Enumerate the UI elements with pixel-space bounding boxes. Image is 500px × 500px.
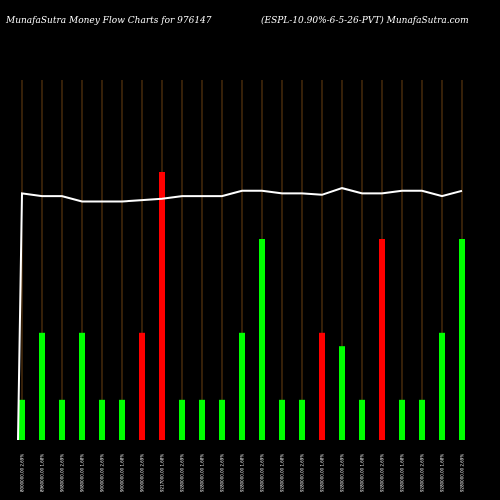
x-tick-labels: 8000000.00 2.69% 8960000.00 1.68% 9080000.…	[20, 454, 465, 492]
bar-8	[159, 172, 165, 440]
bar-1	[19, 399, 25, 440]
x-tick-label: 9000000.00 2.69%	[140, 454, 145, 492]
price-line-path	[17, 187, 463, 441]
bar-16	[319, 332, 325, 440]
bar-10	[199, 399, 205, 440]
bar-4	[79, 332, 85, 440]
price-line	[17, 187, 463, 441]
bar-11	[219, 399, 225, 440]
bar-18	[359, 399, 365, 440]
x-tick-label: 9280000.00 1.68%	[440, 454, 445, 492]
bar-5	[99, 399, 105, 440]
bar-7	[139, 332, 145, 440]
bar-17	[339, 346, 345, 440]
bar-6	[119, 399, 125, 440]
x-tick-label: 9280000.00 2.69%	[260, 454, 265, 492]
chart-title-right: (ESPL-10.90%-6-5-26-PVT) MunafaSutra.com	[261, 15, 469, 26]
x-tick-label: 9280000.00 1.68%	[360, 454, 365, 492]
x-tick-label: 9280000.00 2.69%	[420, 454, 425, 492]
x-tick-label: 9280000.00 2.69%	[380, 454, 385, 492]
x-tick-label: 9280000.00 2.69%	[460, 454, 465, 492]
x-tick-label: 9280000.00 1.68%	[240, 454, 245, 492]
bars	[19, 172, 465, 440]
x-tick-label: 9280000.00 1.68%	[200, 454, 205, 492]
x-tick-label: 9080000.00 2.69%	[60, 454, 65, 492]
bar-15	[299, 399, 305, 440]
bar-3	[59, 399, 65, 440]
bar-9	[179, 399, 185, 440]
bar-23	[459, 239, 465, 440]
bar-22	[439, 332, 445, 440]
x-tick-label: 9280000.00 2.69%	[220, 454, 225, 492]
x-tick-label: 9280000.00 1.68%	[320, 454, 325, 492]
bar-12	[239, 332, 245, 440]
bar-13	[259, 239, 265, 440]
x-tick-label: 9280000.00 1.68%	[400, 454, 405, 492]
bar-20	[399, 399, 405, 440]
bar-2	[39, 332, 45, 440]
x-tick-label: 8000000.00 2.69%	[20, 454, 25, 492]
x-tick-label: 9280000.00 2.69%	[180, 454, 185, 492]
chart-title-left: MunafaSutra Money Flow Charts for 976147	[5, 16, 212, 26]
bar-14	[279, 399, 285, 440]
x-tick-label: 9000000.00 2.69%	[100, 454, 105, 492]
x-tick-label: 9000000.00 1.68%	[120, 454, 125, 492]
x-tick-label: 9280000.00 2.69%	[340, 454, 345, 492]
x-tick-label: 9217000.00 1.68%	[160, 454, 165, 492]
x-tick-label: 9280000.00 1.68%	[280, 454, 285, 492]
bar-21	[419, 399, 425, 440]
x-tick-label: 8960000.00 1.68%	[40, 454, 45, 492]
bar-19	[379, 239, 385, 440]
x-tick-label: 9280000.00 2.69%	[300, 454, 305, 492]
x-tick-label: 9080000.00 1.68%	[80, 454, 85, 492]
